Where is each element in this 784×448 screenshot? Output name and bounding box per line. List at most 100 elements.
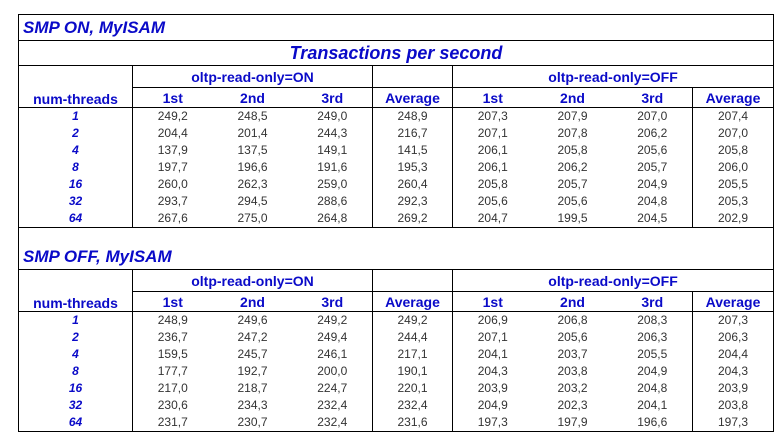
cell-off-3rd: 204,1 — [637, 398, 668, 412]
cell-on-3rd: 149,1 — [317, 143, 348, 157]
cell-on-average: 244,4 — [372, 329, 453, 346]
column-header-on-3rd: 3rd — [292, 291, 373, 312]
cell-on-3rd: 232,4 — [292, 414, 373, 432]
cell-off-2nd: 205,6 — [557, 330, 588, 344]
cell-on-1st: 248,9 — [132, 311, 213, 329]
column-header-off-2nd: 2nd — [532, 87, 613, 108]
cell-on-average: 231,6 — [372, 414, 453, 432]
cell-on-3rd: 249,0 — [317, 109, 348, 123]
cell-on-1st: 231,7 — [132, 414, 213, 432]
cell-on-1st: 249,2 — [132, 107, 213, 125]
cell-on-3rd: 259,0 — [317, 177, 348, 191]
cell-off-1st: 203,9 — [452, 380, 533, 397]
cell-on-2nd: 248,5 — [237, 109, 268, 123]
num-threads-value: 16 — [18, 176, 133, 193]
cell-off-3rd: 205,6 — [637, 143, 668, 157]
cell-off-2nd: 207,9 — [557, 109, 588, 123]
cell-off-3rd: 204,9 — [637, 177, 668, 191]
cell-on-3rd: 244,3 — [317, 126, 348, 140]
cell-on-3rd: 191,6 — [317, 160, 348, 174]
cell-on-average: 269,2 — [372, 210, 453, 228]
column-header-off-1st: 1st — [452, 87, 533, 108]
cell-on-average: 248,9 — [372, 107, 453, 125]
cell-off-1st: 205,6 — [452, 193, 533, 210]
num-threads-value: 8 — [18, 159, 133, 176]
cell-on-2nd: 201,4 — [237, 126, 268, 140]
cell-off-3rd: 206,3 — [637, 330, 668, 344]
cell-off-average: 203,8 — [691, 397, 775, 414]
group-header-off: oltp-read-only=OFF — [451, 65, 775, 88]
cell-off-1st: 204,9 — [452, 397, 533, 414]
column-header-off-average: Average — [691, 291, 775, 312]
cell-off-average: 207,3 — [691, 311, 775, 329]
cell-off-2nd: 203,2 — [557, 381, 588, 395]
cell-off-3rd: 204,8 — [637, 381, 668, 395]
header-row-groups: num-threads oltp-read-only=ON oltp-read-on… — [18, 65, 775, 108]
cell-on-3rd: 246,1 — [317, 347, 348, 361]
num-threads-header: num-threads — [18, 65, 133, 108]
cell-on-average: 220,1 — [372, 380, 453, 397]
cell-on-2nd: 196,6 — [237, 160, 268, 174]
cell-on-3rd: 264,8 — [292, 210, 373, 228]
cell-off-1st: 204,1 — [452, 346, 533, 363]
cell-on-average: 141,5 — [372, 142, 453, 159]
cell-on-average: 195,3 — [372, 159, 453, 176]
section-title: SMP ON, MyISAM — [17, 14, 775, 41]
num-threads-value: 8 — [18, 363, 133, 380]
column-header-off-1st: 1st — [452, 291, 533, 312]
cell-off-2nd: 203,8 — [557, 364, 588, 378]
cell-on-1st: 236,7 — [132, 329, 213, 346]
column-header-off-3rd: 3rd — [612, 87, 693, 108]
cell-on-2nd: 245,7 — [237, 347, 268, 361]
table-row: 8 177,7 192,7 200,0 190,1 204,3 203,8 204,9 204,… — [18, 363, 775, 380]
spreadsheet: SMP ON, MyISAM Transactions per second n… — [17, 14, 775, 432]
cell-off-average: 206,3 — [691, 329, 775, 346]
num-threads-value: 4 — [18, 142, 133, 159]
cell-on-3rd: 232,4 — [317, 398, 348, 412]
cell-on-3rd: 200,0 — [317, 364, 348, 378]
group-header-on: oltp-read-only=ON — [132, 269, 373, 292]
cell-on-average: 249,2 — [372, 311, 453, 329]
cell-off-1st: 207,3 — [452, 107, 533, 125]
num-threads-value: 16 — [18, 380, 133, 397]
num-threads-header: num-threads — [18, 269, 133, 312]
num-threads-value: 64 — [18, 210, 133, 228]
cell-on-1st: 293,7 — [132, 193, 213, 210]
cell-off-2nd: 205,8 — [557, 143, 588, 157]
table-subtitle: Transactions per second — [17, 40, 775, 66]
cell-on-average: 190,1 — [372, 363, 453, 380]
section-smp-on: SMP ON, MyISAM Transactions per second n… — [17, 14, 775, 228]
section-smp-off: SMP OFF, MyISAM num-threads oltp-read-onl… — [17, 227, 775, 432]
num-threads-value: 1 — [18, 107, 133, 125]
cell-off-1st: 205,8 — [452, 176, 533, 193]
num-threads-value: 2 — [18, 125, 133, 142]
column-header-off-2nd: 2nd — [532, 291, 613, 312]
cell-off-2nd: 205,6 — [557, 194, 588, 208]
table-row: 4 159,5 245,7 246,1 217,1 204,1 203,7 205,5 204,… — [18, 346, 775, 363]
num-threads-value: 1 — [18, 311, 133, 329]
cell-off-2nd: 206,2 — [557, 160, 588, 174]
group-header-off: oltp-read-only=OFF — [451, 269, 775, 292]
cell-on-2nd: 249,6 — [237, 313, 268, 327]
table-row: 2 236,7 247,2 249,4 244,4 207,1 205,6 206,3 206,… — [18, 329, 775, 346]
column-header-on-2nd: 2nd — [212, 291, 293, 312]
cell-on-1st: 204,4 — [132, 125, 213, 142]
table-row: 1 249,2 248,5 249,0 248,9 207,3 207,9 207,0 207,… — [18, 107, 775, 125]
column-header-on-3rd: 3rd — [292, 87, 373, 108]
cell-off-average: 206,0 — [691, 159, 775, 176]
cell-off-average: 203,9 — [691, 380, 775, 397]
cell-on-2nd: 230,7 — [212, 414, 293, 432]
cell-on-1st: 217,0 — [132, 380, 213, 397]
table-row: 8 197,7 196,6 191,6 195,3 206,1 206,2 205,7 206,… — [18, 159, 775, 176]
column-header-off-3rd: 3rd — [612, 291, 693, 312]
cell-on-1st: 260,0 — [132, 176, 213, 193]
cell-on-2nd: 294,5 — [237, 194, 268, 208]
cell-on-1st: 137,9 — [132, 142, 213, 159]
column-header-off-average: Average — [691, 87, 775, 108]
cell-on-average: 217,1 — [372, 346, 453, 363]
column-header-on-average: Average — [372, 291, 453, 312]
cell-off-3rd: 206,2 — [637, 126, 668, 140]
cell-off-average: 207,0 — [691, 125, 775, 142]
empty-header-cell — [372, 269, 453, 292]
cell-off-3rd: 204,9 — [637, 364, 668, 378]
